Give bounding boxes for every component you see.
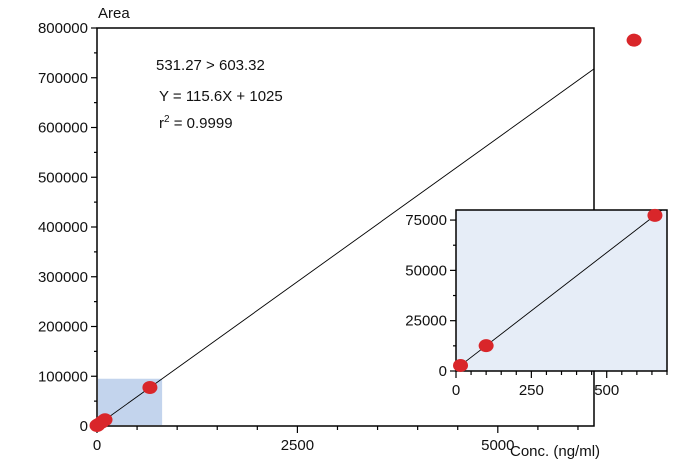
y-tick-label: 400000 <box>38 219 88 236</box>
data-point <box>97 413 113 427</box>
regression-equation: Y = 115.6X + 1025 <box>159 88 283 105</box>
y-tick-label: 500000 <box>38 169 88 186</box>
y-tick-label: 0 <box>439 363 447 380</box>
y-tick-label: 75000 <box>405 212 447 229</box>
y-tick-label: 300000 <box>38 269 88 286</box>
y-axis-title: Area <box>98 5 130 22</box>
main-data-points <box>89 33 642 432</box>
x-tick-label: 2500 <box>281 437 314 454</box>
main-plot: 0100000200000300000400000500000600000700… <box>38 5 642 460</box>
y-tick-label: 25000 <box>405 313 447 330</box>
x-tick-label: 5000 <box>481 437 514 454</box>
inset-data-points <box>453 208 663 372</box>
r-squared-symbol: r <box>159 115 164 132</box>
inset-x-ticks: 0 250 500 <box>452 371 668 399</box>
x-tick-label: 0 <box>452 382 460 399</box>
y-tick-label: 600000 <box>38 120 88 137</box>
y-tick-label: 100000 <box>38 368 88 385</box>
y-tick-label: 0 <box>80 418 88 435</box>
main-x-ticks: 0 2500 5000 <box>93 426 579 454</box>
x-tick-label: 0 <box>93 437 101 454</box>
data-point <box>478 339 494 353</box>
y-tick-label: 800000 <box>38 20 88 37</box>
x-tick-label: 500 <box>594 382 619 399</box>
inset-y-ticks: 0 25000 50000 75000 <box>405 212 456 380</box>
x-axis-title: Conc. (ng/ml) <box>510 443 600 460</box>
r-squared-label: r2 = 0.9999 <box>159 114 233 132</box>
data-point <box>626 33 642 47</box>
y-tick-label: 50000 <box>405 262 447 279</box>
x-tick-label: 250 <box>519 382 544 399</box>
r-squared-value: = 0.9999 <box>170 115 233 132</box>
main-fit-line <box>96 68 595 426</box>
main-y-ticks: 0 100000 200000 300000 400000 500000 600000 700… <box>38 20 97 435</box>
data-point <box>647 208 663 222</box>
transition-label: 531.27 > 603.32 <box>156 57 265 74</box>
data-point <box>142 381 158 395</box>
r-squared-exponent: 2 <box>164 114 170 125</box>
y-tick-label: 700000 <box>38 70 88 87</box>
inset-plot: 0 25000 50000 75000 0 250 500 <box>405 208 668 399</box>
y-tick-label: 200000 <box>38 319 88 336</box>
data-point <box>453 358 469 372</box>
